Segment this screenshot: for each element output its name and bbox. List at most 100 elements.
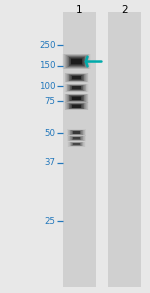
Bar (73, 131, 80, 134)
Bar (70, 130, 83, 135)
Bar (67, 129, 86, 136)
Bar (73, 131, 80, 134)
Bar (68, 142, 85, 146)
Bar (67, 135, 86, 141)
Bar (72, 96, 81, 100)
Bar (63, 12, 96, 287)
Bar (69, 130, 84, 135)
Bar (70, 96, 83, 100)
Text: 25: 25 (45, 217, 56, 226)
Bar (72, 131, 81, 134)
Bar (67, 142, 86, 147)
Bar (68, 56, 85, 67)
Bar (61, 53, 92, 70)
Bar (71, 75, 82, 80)
Bar (65, 102, 88, 110)
Text: 2: 2 (121, 5, 128, 15)
Bar (64, 102, 89, 110)
Bar (72, 143, 81, 146)
Bar (70, 86, 83, 90)
Bar (69, 57, 84, 66)
Text: 100: 100 (39, 82, 56, 91)
Bar (70, 136, 83, 140)
Bar (69, 104, 84, 108)
Bar (63, 93, 90, 103)
Bar (62, 54, 91, 69)
Bar (70, 58, 83, 65)
Text: 150: 150 (39, 62, 56, 70)
Bar (63, 102, 90, 110)
Bar (64, 93, 89, 103)
Bar (68, 130, 85, 135)
Bar (69, 136, 84, 141)
Bar (63, 72, 90, 83)
Bar (70, 86, 83, 90)
Bar (65, 73, 88, 82)
Bar (68, 136, 85, 141)
Bar (66, 84, 87, 91)
Bar (65, 94, 88, 102)
Bar (68, 85, 85, 91)
Bar (67, 135, 86, 141)
Bar (70, 130, 83, 134)
Text: 50: 50 (45, 129, 56, 138)
Bar (72, 96, 81, 100)
Bar (65, 84, 88, 92)
Bar (67, 95, 86, 102)
Bar (72, 137, 81, 140)
Bar (73, 143, 80, 145)
Bar (63, 54, 90, 69)
Bar (72, 143, 81, 145)
Bar (71, 143, 82, 146)
Bar (72, 105, 81, 108)
Bar (71, 86, 82, 90)
Bar (65, 102, 88, 110)
Bar (71, 104, 82, 108)
Bar (71, 96, 82, 100)
Bar (72, 76, 81, 79)
Bar (66, 94, 87, 102)
Bar (70, 75, 83, 80)
Bar (69, 95, 84, 101)
Bar (70, 142, 83, 146)
Bar (66, 135, 87, 142)
Bar (69, 96, 84, 101)
Bar (67, 103, 86, 109)
Text: 1: 1 (76, 5, 83, 15)
Bar (65, 94, 88, 103)
Bar (65, 55, 88, 68)
Bar (64, 73, 89, 83)
Bar (73, 143, 80, 145)
Bar (66, 55, 87, 68)
Bar (67, 141, 86, 147)
Bar (67, 129, 86, 136)
Bar (69, 85, 84, 91)
Bar (69, 75, 84, 81)
Bar (72, 131, 81, 134)
Bar (68, 136, 85, 141)
Bar (71, 58, 82, 65)
Bar (72, 137, 81, 140)
Bar (64, 84, 89, 92)
Bar (73, 137, 80, 139)
Bar (72, 104, 81, 108)
Bar (72, 86, 81, 90)
Bar (68, 95, 85, 101)
Bar (108, 12, 141, 287)
Bar (68, 103, 85, 109)
Bar (68, 130, 85, 135)
Bar (66, 129, 87, 136)
Bar (72, 76, 81, 80)
Bar (64, 54, 89, 69)
Bar (65, 73, 88, 82)
Bar (73, 137, 80, 139)
Text: 37: 37 (45, 158, 56, 167)
Bar (70, 142, 83, 146)
Bar (71, 137, 82, 140)
Bar (70, 136, 83, 140)
Bar (72, 86, 81, 89)
Bar (67, 56, 86, 67)
Bar (64, 84, 88, 92)
Text: 250: 250 (39, 41, 56, 50)
Bar (67, 74, 86, 81)
